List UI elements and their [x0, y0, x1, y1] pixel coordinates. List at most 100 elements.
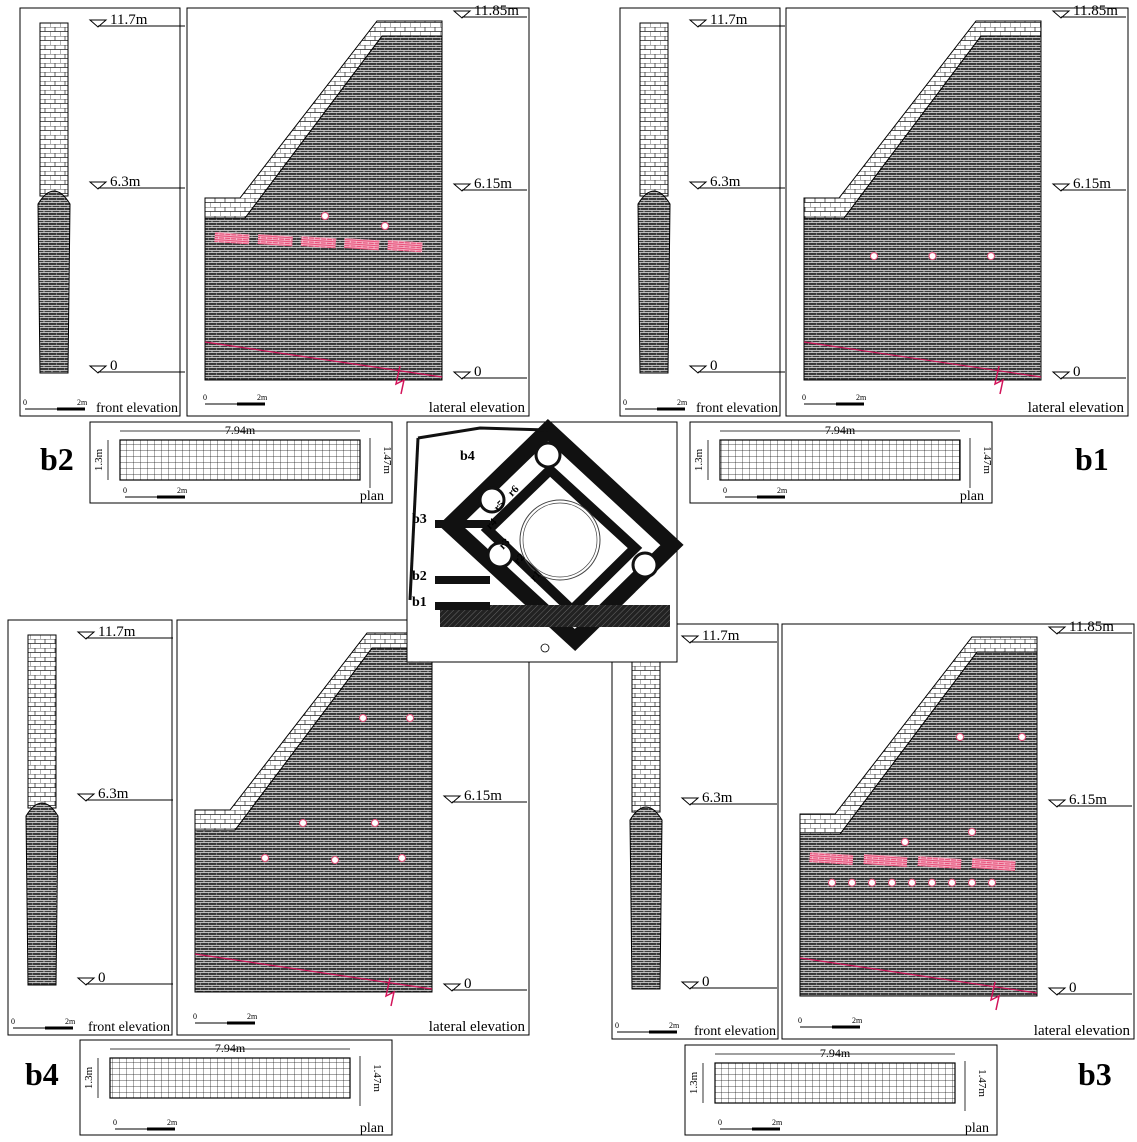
anchor-point	[928, 252, 937, 261]
level-mid: 6.15m	[1047, 792, 1132, 808]
level-ground: 0	[1047, 980, 1132, 996]
anchor-icon	[384, 977, 396, 1007]
level-marker-icon	[76, 631, 96, 640]
b3-label: b3	[1078, 1056, 1112, 1092]
level-top: 11.7m	[680, 628, 777, 644]
level-label: 0	[1069, 980, 1077, 996]
site-plan-b1-label: b1	[412, 595, 427, 610]
scale-unit-label: 2m	[777, 486, 788, 495]
level-marker-icon	[1047, 987, 1067, 996]
anchor-point	[1018, 733, 1026, 741]
level-marker-icon	[76, 793, 96, 802]
plan-length-label: 7.94m	[820, 1046, 851, 1060]
plan-caption: plan	[960, 489, 984, 504]
scale-bar: 0 2m	[23, 398, 88, 411]
level-marker-icon	[88, 365, 108, 374]
scale-zero-label: 0	[802, 393, 806, 402]
enclosure-wall	[417, 426, 549, 440]
scale-unit-label: 2m	[65, 1017, 76, 1026]
anchor-point	[901, 838, 909, 846]
level-marker-icon	[1051, 183, 1071, 192]
dome-outline	[519, 499, 601, 581]
level-label: 0	[464, 976, 472, 992]
plan-outline	[119, 439, 361, 481]
scale-block	[45, 1026, 73, 1030]
level-label: 0	[474, 364, 482, 380]
scale-block	[832, 1025, 860, 1029]
level-ground: 0	[442, 976, 527, 992]
dome-inner	[522, 502, 598, 578]
crack-line	[799, 957, 1038, 994]
level-mid: 6.3m	[88, 174, 185, 190]
anchor-point	[321, 212, 329, 220]
scale-bar: 0 2m	[802, 393, 867, 406]
scale-zero-label: 0	[113, 1118, 117, 1127]
plan-right-label: 1.47m	[371, 1064, 383, 1092]
level-mid: 6.15m	[1051, 176, 1126, 192]
level-label: 0	[98, 970, 106, 986]
buttress-wall	[435, 602, 490, 610]
level-label: 6.15m	[474, 176, 512, 192]
level-mid: 6.3m	[688, 174, 785, 190]
scale-zero-label: 0	[203, 393, 207, 402]
level-mid: 6.15m	[452, 176, 527, 192]
anchor-point	[406, 714, 414, 722]
crack-line	[194, 953, 433, 990]
site-plan-b2-label: b2	[412, 569, 427, 584]
level-ground: 0	[76, 970, 173, 986]
anchor-point	[870, 252, 878, 261]
anchor-point	[371, 819, 379, 827]
plan-left-label: 1.3m	[688, 1071, 700, 1094]
plan-caption: plan	[360, 489, 384, 504]
site-plan-b4-label: b4	[460, 449, 475, 464]
scale-unit-label: 2m	[167, 1118, 178, 1127]
level-marker-icon	[76, 977, 96, 986]
level-label: 11.85m	[1073, 3, 1118, 19]
anchor-point	[331, 856, 339, 864]
south-rooms	[440, 605, 670, 627]
site-plan-b3-label: b3	[412, 512, 427, 527]
repair-band	[257, 233, 293, 247]
crack-line	[803, 341, 1042, 378]
b3-plan: 7.94m 1.3m 1.47m 0 2m plan	[684, 1044, 998, 1136]
repair-band	[344, 237, 380, 251]
level-label: 6.15m	[1069, 792, 1107, 808]
plan-left-label: 1.3m	[83, 1066, 95, 1089]
front-elevation-caption: front elevation	[88, 1020, 170, 1035]
b4-front-elevation: 11.7m 6.3m 0 0 2m front elevation	[7, 619, 173, 1036]
plan-right-label: 1.47m	[381, 446, 393, 474]
anchor-point	[948, 878, 956, 887]
level-label: 11.7m	[110, 12, 148, 28]
level-marker-icon	[1047, 626, 1067, 635]
scale-block	[157, 495, 185, 499]
level-label: 6.3m	[702, 790, 733, 806]
upper-shaft	[631, 638, 661, 813]
level-label: 6.15m	[464, 788, 502, 804]
lateral-elevation-caption: lateral elevation	[429, 1019, 526, 1035]
scale-bar: 0 2m	[615, 1021, 680, 1034]
anchor-point	[828, 878, 836, 887]
scale-bar: 0 2m	[623, 398, 688, 411]
plan-outline	[109, 1057, 351, 1099]
b1-lateral-elevation: 11.85m 6.15m 0 0 2m lateral elevation	[785, 3, 1129, 417]
level-label: 11.85m	[474, 3, 519, 19]
anchor-point	[381, 222, 389, 230]
level-top: 11.85m	[452, 3, 527, 19]
b3-lateral-elevation: 11.85m 6.15m 0 0 2m lateral elevation	[781, 619, 1135, 1040]
scale-zero-label: 0	[123, 486, 127, 495]
scale-zero-label: 0	[11, 1017, 15, 1026]
scale-zero-label: 0	[193, 1012, 197, 1021]
b2-label: b2	[40, 441, 74, 477]
b2-front-elevation: 11.7m 6.3m 0 0 2m front elevation	[19, 7, 185, 417]
repair-band	[971, 857, 1016, 871]
level-ground: 0	[1051, 364, 1126, 380]
scale-block	[649, 1030, 677, 1034]
level-marker-icon	[1051, 10, 1071, 19]
lower-shaft	[25, 802, 59, 986]
scale-zero-label: 0	[23, 398, 27, 407]
scale-zero-label: 0	[798, 1016, 802, 1025]
b1-plan: 7.94m 1.3m 1.47m 0 2m plan	[689, 421, 993, 504]
anchor-point	[908, 878, 916, 887]
level-top: 11.7m	[688, 12, 785, 28]
